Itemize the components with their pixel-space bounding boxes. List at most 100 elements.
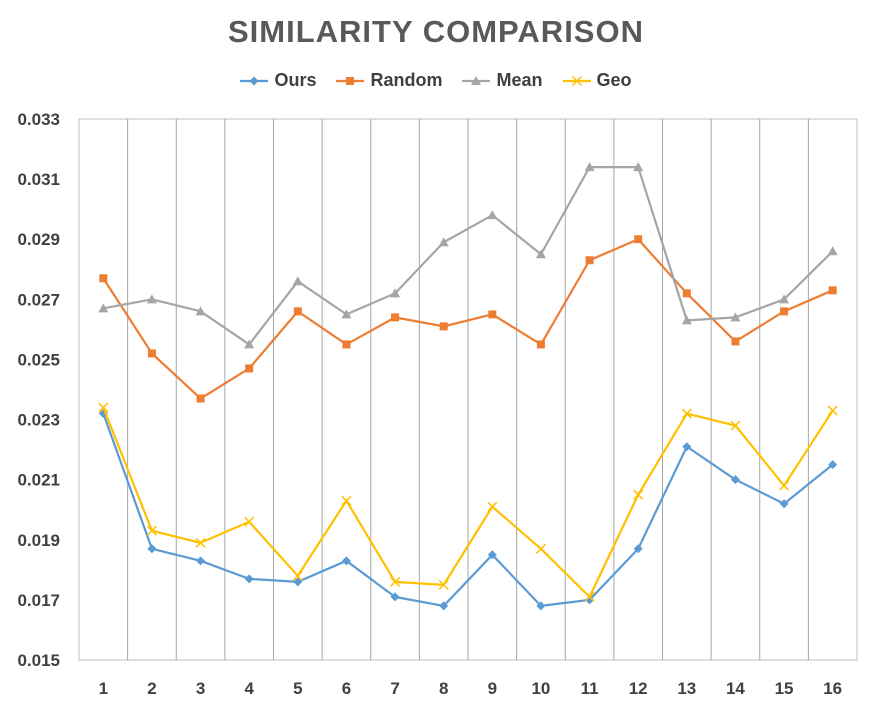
data-point-geo [827,405,838,416]
x-tick-label: 16 [823,679,842,698]
data-point-random [293,307,302,316]
y-tick-label: 0.027 [17,290,60,309]
series-line-mean [103,165,834,346]
data-point-geo [584,591,595,602]
data-point-ours [341,556,351,566]
x-tick-label: 10 [531,679,550,698]
data-point-ours [390,592,400,602]
y-tick-label: 0.015 [17,651,60,670]
data-point-geo [779,480,790,491]
x-tick-label: 4 [244,679,254,698]
data-point-mean [487,210,498,220]
legend-item-geo: Geo [562,70,632,91]
data-point-random [828,286,837,295]
y-tick-label: 0.021 [17,471,60,490]
data-point-ours [633,544,643,554]
x-tick-label: 5 [293,679,302,698]
data-point-random [536,340,545,349]
data-point-ours [730,475,740,485]
data-point-mean [341,309,352,319]
x-tick-label: 14 [726,679,745,698]
data-point-random [99,274,108,283]
data-point-mean [779,294,790,304]
y-tick-label: 0.019 [17,531,60,550]
data-point-ours [244,574,254,584]
data-point-mean [681,315,692,325]
data-point-random [147,349,156,358]
data-point-geo [633,489,644,500]
legend: Ours Random Mean Geo [0,70,872,91]
y-tick-label: 0.033 [17,110,60,129]
data-point-ours [147,544,157,554]
data-point-geo [487,501,498,512]
data-point-random [634,235,643,244]
legend-item-ours: Ours [240,70,316,91]
data-point-random [488,310,497,319]
data-point-geo [195,537,206,548]
data-point-geo [681,408,692,419]
data-point-geo [341,495,352,506]
data-point-mean [292,276,303,286]
data-point-random [439,322,448,331]
data-point-mean [195,306,206,316]
x-tick-label: 11 [581,679,599,698]
data-point-random [196,394,205,403]
data-point-geo [98,402,109,413]
data-point-mean [633,162,644,172]
data-point-random [682,289,691,298]
data-point-ours [536,601,546,611]
data-point-ours [828,460,838,470]
legend-label: Geo [596,70,632,90]
data-point-geo [244,516,255,527]
series-line-geo [102,407,834,598]
data-point-geo [730,420,741,431]
x-tick-label: 15 [775,679,794,698]
data-point-ours [487,550,497,560]
chart-title: SIMILARITY COMPARISON [228,14,644,49]
x-tick-label: 9 [488,679,497,698]
series-line-random [102,238,834,400]
legend-label: Mean [496,70,543,90]
y-tick-label: 0.017 [17,591,60,610]
data-point-random [731,337,740,346]
data-point-mean [146,294,157,304]
legend-label: Random [370,70,443,90]
data-point-random [342,340,351,349]
legend-item-mean: Mean [462,70,543,91]
data-point-mean [438,237,449,247]
geo-legend-marker-icon [562,75,591,86]
data-point-ours [585,595,595,605]
y-tick-label: 0.023 [17,411,60,430]
data-point-ours [439,601,449,611]
data-point-ours [293,577,303,587]
data-point-ours [682,442,692,452]
data-point-mean [584,162,595,172]
x-tick-label: 7 [390,679,399,698]
data-point-ours [779,499,789,509]
data-point-mean [535,249,546,259]
data-point-ours [196,556,206,566]
x-tick-label: 8 [439,679,448,698]
data-point-mean [98,303,109,313]
data-point-geo [535,543,546,554]
legend-label: Ours [274,70,317,90]
ours-legend-marker-icon [240,76,269,85]
x-tick-label: 6 [342,679,351,698]
y-tick-label: 0.029 [17,230,60,249]
data-point-random [245,364,254,373]
data-point-geo [438,579,449,590]
data-point-geo [390,576,401,587]
random-legend-marker-icon [336,76,365,85]
data-point-mean [730,312,741,322]
x-tick-label: 3 [196,679,205,698]
legend-item-random: Random [336,70,442,91]
data-point-random [585,256,594,265]
data-point-geo [146,525,157,536]
data-point-random [391,313,400,322]
data-point-random [780,307,789,316]
data-point-mean [244,339,255,349]
x-tick-label: 12 [629,679,648,698]
data-point-mean [827,246,838,256]
